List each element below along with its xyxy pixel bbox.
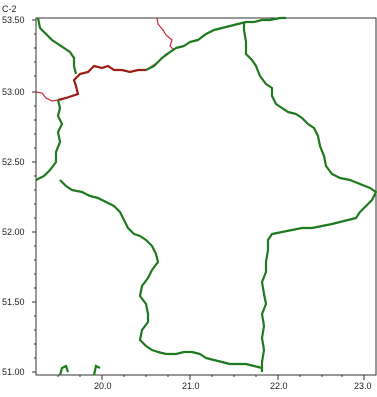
y-tick-label: 51.00 xyxy=(2,367,25,377)
x-tick-label: 21.0 xyxy=(182,381,200,391)
y-tick-label: 53.00 xyxy=(2,87,25,97)
y-tick-label: 53.50 xyxy=(2,15,25,25)
darkred-boundary-line xyxy=(57,64,146,102)
y-axis-ticks xyxy=(32,19,36,373)
red-boundary-line-left xyxy=(35,91,59,102)
y-tick-label: 52.00 xyxy=(2,227,25,237)
green-boundary-main xyxy=(59,16,377,372)
red-boundary-line xyxy=(145,17,176,71)
map-frame-border xyxy=(35,17,377,376)
y-tick-label: 52.50 xyxy=(2,157,25,167)
green-boundary-bottom-left xyxy=(58,364,101,376)
x-tick-label: 23.0 xyxy=(354,381,372,391)
x-tick-label: 20.0 xyxy=(94,381,112,391)
x-tick-label: 22.0 xyxy=(270,381,288,391)
green-boundary-west-lower xyxy=(35,99,64,181)
y-axis-minor-ticks xyxy=(34,33,36,359)
x-axis-ticks xyxy=(101,375,365,380)
green-boundary-west xyxy=(36,17,78,75)
map-corner-label: C-2 xyxy=(2,4,17,14)
y-tick-label: 51.50 xyxy=(2,297,25,307)
x-axis-minor-ticks xyxy=(57,375,343,377)
